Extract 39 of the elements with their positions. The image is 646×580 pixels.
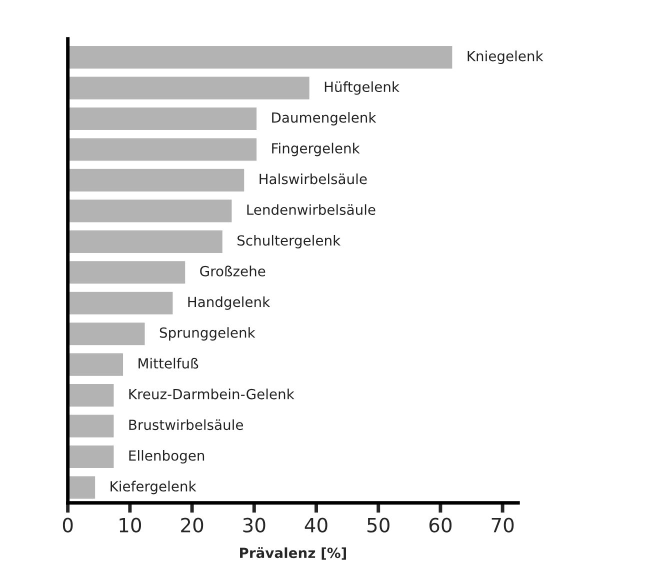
y-tick-label: Schultergelenk [238,234,341,248]
y-tick-label: Fingergelenk [272,142,360,156]
x-tick-label: 70 [492,518,514,532]
x-tick-label: 30 [243,518,266,532]
x-tick-label: 40 [304,518,328,532]
y-tick-label: Kniegelenk [468,50,544,64]
y-tick-label: Kreuz-Darmbein-Gelenk [129,388,294,400]
bar [68,352,124,378]
bar [68,382,116,408]
x-tick-label: 50 [367,518,390,532]
bar [68,44,454,70]
x-tick-label: 60 [429,518,452,532]
x-axis-title: Prävalenz [%] [240,547,346,560]
bar [68,228,224,254]
bar [68,290,174,316]
bar [68,75,311,101]
y-tick-label: Mittelfuß [138,358,198,369]
y-tick-label: Handgelenk [188,296,270,310]
bar [68,444,116,470]
y-tick-label: Daumengelenk [272,112,376,126]
y-tick-label: Kiefergelenk [110,480,196,494]
bar [68,260,187,286]
bar [68,198,234,224]
x-tick-label: 0 [62,518,73,532]
y-tick-label: Sprunggelenk [160,327,256,341]
bar [68,474,96,500]
y-tick-label: Lendenwirbelsäule [247,204,376,215]
x-tick-label: 20 [181,518,204,532]
y-tick-label: Großzehe [200,266,266,276]
x-tick-label: 10 [120,518,142,532]
bar [68,168,246,193]
bar [68,136,258,162]
bar [68,106,258,132]
y-tick-label: Ellenbogen [129,450,204,464]
y-tick-label: Halswirbelsäule [260,173,367,184]
bar [68,321,146,347]
y-tick-label: Brustwirbelsäule [129,419,243,430]
bar [68,413,116,439]
y-tick-label: Hüftgelenk [324,81,400,95]
